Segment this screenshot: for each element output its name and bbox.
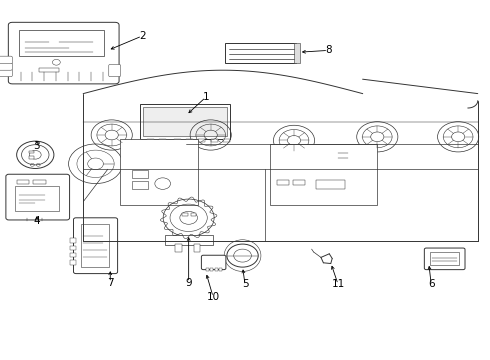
Bar <box>39 68 59 72</box>
Bar <box>277 180 289 185</box>
Bar <box>140 104 230 139</box>
Bar <box>81 224 109 267</box>
Bar <box>430 252 459 265</box>
Bar <box>29 151 34 153</box>
Bar <box>29 156 34 159</box>
Bar <box>219 268 222 271</box>
Bar <box>182 213 188 216</box>
Text: 3: 3 <box>33 141 40 151</box>
Circle shape <box>17 141 54 168</box>
Bar <box>194 244 200 252</box>
Bar <box>159 139 166 142</box>
FancyBboxPatch shape <box>0 69 12 77</box>
Bar <box>211 139 218 142</box>
Bar <box>143 107 227 136</box>
FancyBboxPatch shape <box>6 174 70 220</box>
Text: 2: 2 <box>139 31 146 41</box>
Bar <box>270 144 377 205</box>
Bar <box>70 238 76 243</box>
Bar <box>19 30 104 56</box>
Bar <box>70 253 76 257</box>
Bar <box>186 139 193 142</box>
Circle shape <box>227 244 258 267</box>
Bar <box>147 139 154 142</box>
Bar <box>198 139 205 142</box>
Bar <box>165 235 213 245</box>
FancyBboxPatch shape <box>74 218 118 274</box>
Bar <box>225 43 296 63</box>
Bar <box>70 260 76 265</box>
Bar <box>293 180 305 185</box>
Ellipse shape <box>224 240 261 271</box>
Bar <box>174 139 181 142</box>
Text: 8: 8 <box>325 45 332 55</box>
Bar <box>191 213 196 216</box>
FancyBboxPatch shape <box>0 56 12 64</box>
Bar <box>33 180 46 184</box>
Text: 5: 5 <box>242 279 248 289</box>
Bar <box>17 180 29 184</box>
FancyBboxPatch shape <box>8 22 119 84</box>
Bar <box>206 268 209 271</box>
Bar <box>175 244 182 252</box>
Bar <box>210 268 213 271</box>
FancyBboxPatch shape <box>424 248 465 270</box>
Bar <box>215 268 218 271</box>
Bar <box>70 246 76 250</box>
Text: 11: 11 <box>331 279 345 289</box>
Bar <box>132 170 148 178</box>
Text: 10: 10 <box>207 292 220 302</box>
Text: 7: 7 <box>107 278 114 288</box>
Bar <box>223 139 230 142</box>
Text: 1: 1 <box>202 92 209 102</box>
FancyBboxPatch shape <box>0 63 12 70</box>
Bar <box>120 139 198 205</box>
Text: 4: 4 <box>33 216 40 226</box>
FancyBboxPatch shape <box>201 255 226 270</box>
Bar <box>15 186 59 211</box>
Bar <box>316 180 345 189</box>
Text: 6: 6 <box>428 279 435 289</box>
Bar <box>294 43 300 63</box>
FancyBboxPatch shape <box>109 64 121 77</box>
Bar <box>132 181 148 189</box>
Text: 9: 9 <box>185 278 192 288</box>
